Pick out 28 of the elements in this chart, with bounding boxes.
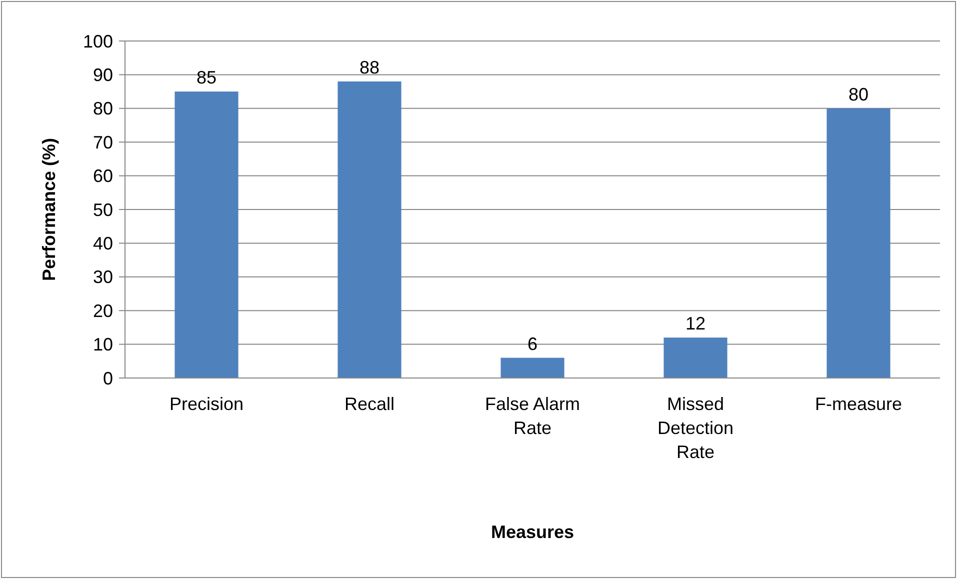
y-tick-label: 20 [92, 300, 113, 321]
bar [500, 358, 564, 378]
data-label: 88 [359, 57, 380, 78]
y-tick-label: 0 [102, 368, 113, 388]
y-tick-label: 70 [92, 132, 113, 152]
data-label: 80 [848, 84, 869, 104]
y-axis-title: Performance (%) [39, 138, 59, 282]
x-tick-label: Precision [169, 394, 244, 414]
y-tick-label: 100 [82, 31, 113, 52]
y-tick-label: 80 [92, 98, 113, 119]
data-label: 85 [196, 68, 217, 88]
x-tick-label: Missed Detection Rate [657, 394, 734, 462]
data-label: 6 [527, 334, 538, 354]
y-tick-label: 30 [92, 267, 113, 288]
bar [338, 81, 402, 378]
data-label: 12 [685, 314, 706, 334]
x-tick-label: F-measure [814, 394, 902, 414]
y-tick-label: 10 [92, 334, 113, 355]
x-tick-label: Recall [344, 394, 395, 414]
bar [174, 92, 238, 378]
y-tick-label: 40 [92, 234, 113, 254]
x-tick-label: False Alarm Rate [484, 394, 580, 438]
bar [826, 108, 890, 378]
bar [664, 338, 728, 378]
x-axis-title: Measures [490, 522, 574, 542]
y-tick-label: 60 [92, 166, 113, 186]
y-tick-label: 90 [92, 65, 113, 85]
y-tick-label: 50 [92, 200, 113, 220]
